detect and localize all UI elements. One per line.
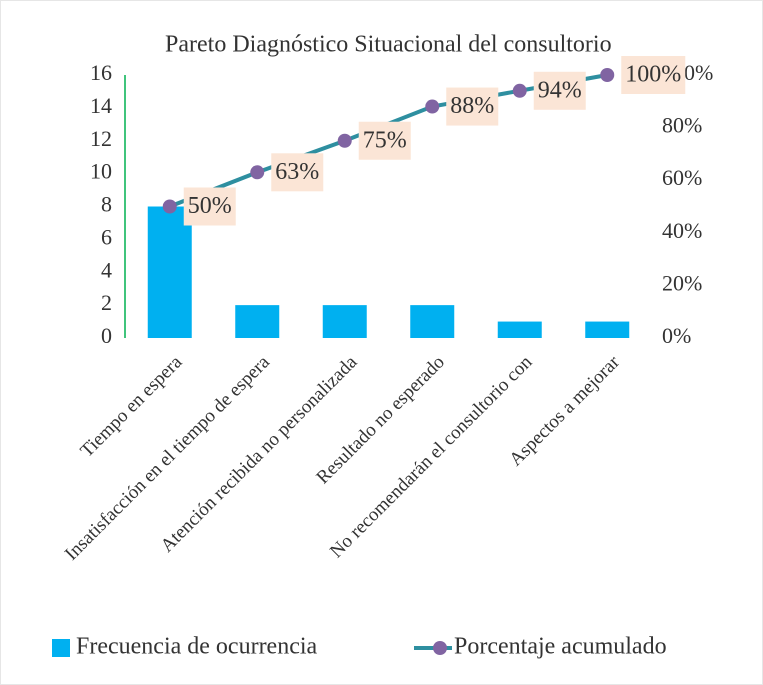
data-label-box [183, 187, 236, 226]
y-tick-label: 4 [101, 257, 112, 282]
legend-swatch [52, 639, 70, 657]
bar [322, 305, 367, 338]
data-label: 63% [275, 159, 319, 185]
line-marker [162, 199, 177, 214]
bar [410, 305, 455, 338]
y2-tick-label: 60% [662, 165, 702, 190]
y2-tick-label: 20% [662, 270, 702, 295]
y2-tick-label: 0% [662, 323, 691, 348]
data-label-box [271, 153, 324, 192]
y2-tick-label: 80% [662, 113, 702, 138]
y-tick-label: 10 [90, 159, 112, 184]
y-tick-label: 8 [101, 192, 112, 217]
line-marker [250, 165, 265, 180]
y-tick-label: 12 [90, 126, 112, 151]
y-tick-label: 16 [90, 60, 112, 85]
data-label: 50% [188, 193, 232, 219]
bar [497, 321, 542, 338]
line-marker [512, 83, 527, 98]
data-label: 100% [625, 62, 681, 88]
legend-label: Frecuencia de ocurrencia [76, 634, 318, 660]
y-tick-label: 0 [101, 323, 112, 348]
data-label-box [533, 71, 586, 110]
y2-tick-label: 40% [662, 218, 702, 243]
line-marker [425, 99, 440, 114]
data-label-box [621, 56, 686, 94]
data-label: 88% [450, 93, 494, 119]
legend-marker [433, 641, 447, 655]
y-tick-label: 6 [101, 224, 112, 249]
bar [147, 206, 192, 338]
y-tick-label: 2 [101, 290, 112, 315]
line-marker [600, 68, 615, 82]
y-tick-label: 14 [90, 93, 112, 118]
bar [235, 305, 280, 338]
legend-label: Porcentaje acumulado [454, 634, 667, 660]
line-marker [337, 133, 352, 148]
chart-title: Pareto Diagnóstico Situacional del consu… [165, 32, 612, 58]
data-label: 94% [538, 77, 582, 103]
data-label-box [446, 87, 499, 126]
data-label: 75% [363, 127, 407, 153]
bar [585, 321, 630, 338]
data-label-box [358, 121, 411, 160]
